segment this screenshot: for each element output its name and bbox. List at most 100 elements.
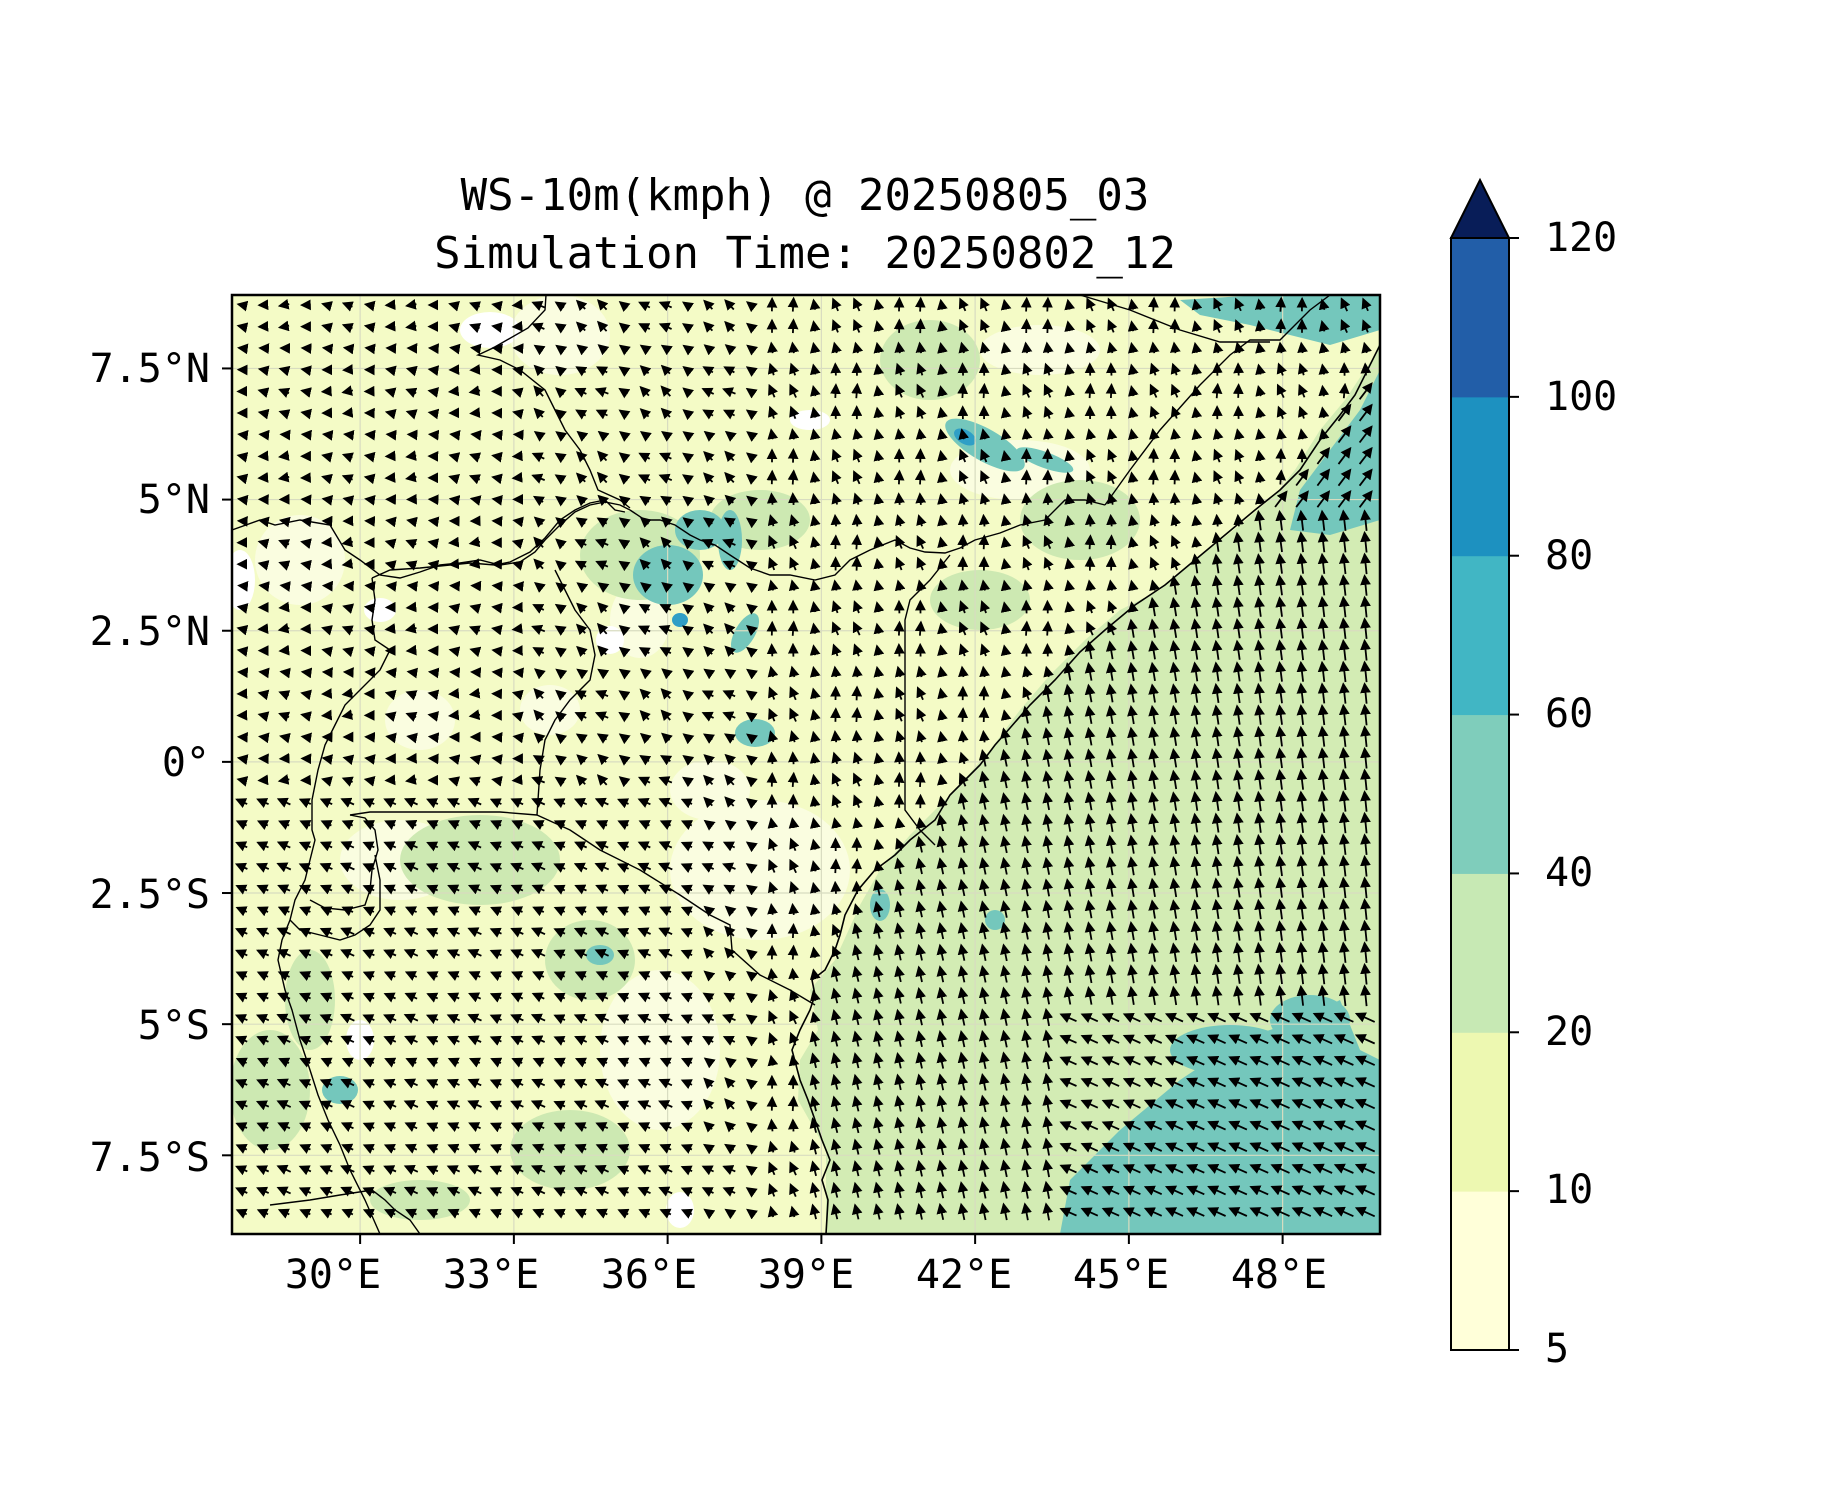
wind-arrow xyxy=(958,428,969,440)
wind-arrow xyxy=(342,364,354,375)
wind-arrow xyxy=(1275,574,1287,596)
wind-arrow xyxy=(703,344,716,356)
wind-arrow xyxy=(682,495,695,507)
wind-arrow xyxy=(1191,384,1203,397)
wind-arrow xyxy=(1191,514,1203,527)
wind-arrow xyxy=(937,385,948,397)
wind-arrow xyxy=(1361,297,1372,312)
wind-arrow xyxy=(1213,318,1224,333)
wind-arrow xyxy=(745,517,758,529)
wind-arrow xyxy=(767,362,779,376)
wind-arrow xyxy=(468,474,481,485)
wind-arrow xyxy=(724,344,737,356)
colorbar-segment xyxy=(1451,714,1509,874)
wind-arrow xyxy=(533,385,545,397)
wind-arrow xyxy=(1316,446,1331,465)
wind-arrow xyxy=(384,408,397,420)
wind-arrow xyxy=(703,430,716,442)
wind-arrow xyxy=(809,320,821,332)
wind-arrow xyxy=(810,406,821,419)
wind-arrow xyxy=(554,452,567,464)
wind-arrow xyxy=(873,363,885,376)
wind-arrow xyxy=(768,556,779,571)
wind-arrow xyxy=(1085,341,1097,354)
wind-arrow xyxy=(831,492,842,505)
lon-label-48E: 48°E xyxy=(1230,1252,1328,1298)
wind-arrow xyxy=(258,429,270,441)
wind-arrow xyxy=(1043,362,1054,376)
wind-arrow xyxy=(320,709,333,721)
wind-arrow xyxy=(555,538,567,550)
wind-arrow xyxy=(745,539,758,550)
wind-arrow xyxy=(745,387,758,399)
wind-arrow xyxy=(914,469,926,485)
wind-arrow xyxy=(810,557,821,570)
wind-arrow xyxy=(1105,383,1117,399)
wind-arrow xyxy=(1297,428,1309,440)
wind-arrow xyxy=(555,409,567,421)
wind-arrow xyxy=(916,514,927,527)
wind-arrow xyxy=(682,323,694,334)
wind-arrow xyxy=(1000,536,1012,549)
wind-arrow xyxy=(511,471,523,483)
wind-arrow xyxy=(937,514,948,527)
gridlines xyxy=(232,295,1380,1234)
wind-arrow xyxy=(321,494,334,506)
wind-arrow xyxy=(405,320,417,332)
wind-arrow xyxy=(978,382,990,399)
wind-arrow xyxy=(873,471,885,484)
wind-arrow xyxy=(300,387,312,398)
wind-arrow xyxy=(1255,406,1266,419)
wind-arrow xyxy=(831,448,842,463)
wind-arrow xyxy=(555,344,568,356)
wind-arrow xyxy=(1107,319,1118,333)
wind-arrow xyxy=(300,365,312,377)
wind-arrow xyxy=(1360,552,1371,575)
wind-arrow xyxy=(1127,514,1139,527)
wind-arrow xyxy=(384,538,397,550)
wind-arrow xyxy=(1254,320,1266,332)
wind-arrow xyxy=(427,408,440,420)
wind-arrow xyxy=(321,429,334,441)
wind-arrow xyxy=(321,322,333,334)
colorbar-label-80: 80 xyxy=(1545,533,1594,579)
wind-arrow xyxy=(1254,449,1266,462)
wind-arrow xyxy=(724,450,736,463)
wind-arrow xyxy=(576,430,589,442)
wind-arrow xyxy=(468,385,481,396)
wind-arrow xyxy=(491,646,503,657)
wind-arrow xyxy=(787,944,799,960)
wind-arrow xyxy=(1127,471,1139,483)
wind-arrow xyxy=(809,471,821,483)
wind-arrow xyxy=(787,620,799,636)
wind-arrow xyxy=(810,579,821,592)
wind-arrow xyxy=(1318,363,1330,375)
lon-label-42E: 42°E xyxy=(915,1252,1013,1298)
wind-arrow xyxy=(511,320,523,332)
wind-arrow xyxy=(1191,428,1203,441)
wind-arrow xyxy=(405,409,418,420)
wind-arrow xyxy=(341,322,354,334)
wind-arrow xyxy=(1234,428,1245,440)
ocean-field xyxy=(798,295,1380,1234)
wind-arrow xyxy=(682,431,695,442)
wind-arrow xyxy=(1064,385,1075,397)
wind-arrow xyxy=(830,362,842,376)
wind-arrow xyxy=(1296,531,1308,553)
wind-arrow xyxy=(1338,574,1350,596)
wind-arrow xyxy=(1317,574,1329,596)
wind-arrow xyxy=(364,580,376,592)
wind-arrow xyxy=(1107,492,1118,505)
wind-arrow xyxy=(1043,405,1054,419)
wind-arrow xyxy=(1276,341,1287,354)
wind-arrow xyxy=(1043,383,1054,398)
wind-arrow xyxy=(321,754,334,765)
wind-arrow xyxy=(703,472,715,484)
wind-arrow xyxy=(1000,514,1012,527)
wind-arrow xyxy=(1338,382,1350,399)
wind-arrow xyxy=(363,473,376,485)
wind-arrow xyxy=(682,582,695,594)
wind-arrow xyxy=(873,449,885,462)
wind-arrow xyxy=(1190,575,1202,595)
wind-arrow xyxy=(809,449,821,462)
